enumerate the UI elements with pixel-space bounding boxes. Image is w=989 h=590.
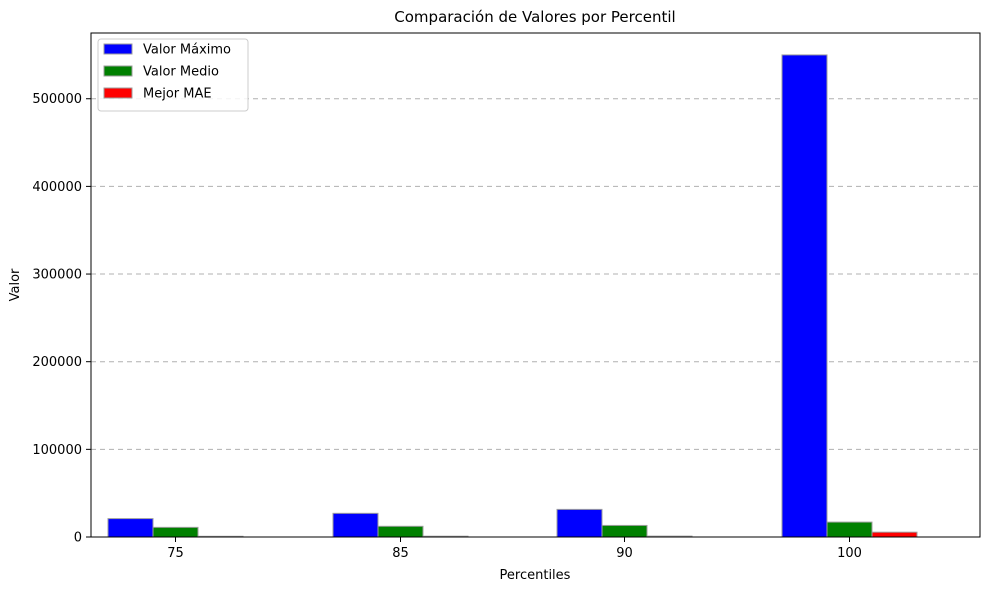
bar-valor-medio-90 [601, 524, 648, 538]
y-tick-label: 200000 [32, 355, 82, 370]
y-axis-label: Valor [8, 268, 23, 301]
x-tick-label: 90 [616, 546, 633, 561]
y-tick-label: 400000 [32, 180, 82, 195]
y-axis: 0 100000 200000 300000 400000 500000 [32, 92, 91, 546]
x-tick-label: 75 [167, 546, 184, 561]
bar-valor-medio-75 [152, 526, 199, 538]
legend-swatch [103, 87, 133, 99]
bar-valor-m-ximo-90 [556, 508, 603, 538]
legend-swatch [103, 65, 133, 77]
legend: Valor Máximo Valor Medio Mejor MAE [97, 38, 249, 112]
bar-valor-medio-85 [377, 525, 424, 538]
bar-valor-m-ximo-75 [107, 518, 154, 538]
x-axis-label: Percentiles [500, 568, 571, 583]
bars [107, 54, 918, 538]
bar-valor-medio-100 [826, 521, 873, 538]
y-tick-label: 0 [74, 531, 82, 546]
bar-valor-m-ximo-100 [781, 54, 828, 538]
y-tick-label: 500000 [32, 92, 82, 107]
legend-label: Mejor MAE [143, 87, 212, 102]
grid-lines [91, 98, 980, 450]
x-tick-label: 85 [392, 546, 409, 561]
y-tick-label: 100000 [32, 443, 82, 458]
bar-valor-m-ximo-85 [332, 512, 379, 538]
chart-title: Comparación de Valores por Percentil [394, 8, 675, 26]
legend-label: Valor Medio [143, 65, 219, 80]
y-tick-label: 300000 [32, 268, 82, 283]
legend-box [97, 38, 249, 112]
plot-frame [90, 32, 981, 538]
bar-mejor-mae-100 [871, 531, 918, 538]
x-tick-label: 100 [837, 546, 862, 561]
legend-label: Valor Máximo [143, 43, 231, 58]
legend-swatch [103, 43, 133, 55]
x-axis: 75 85 90 100 [167, 537, 862, 561]
